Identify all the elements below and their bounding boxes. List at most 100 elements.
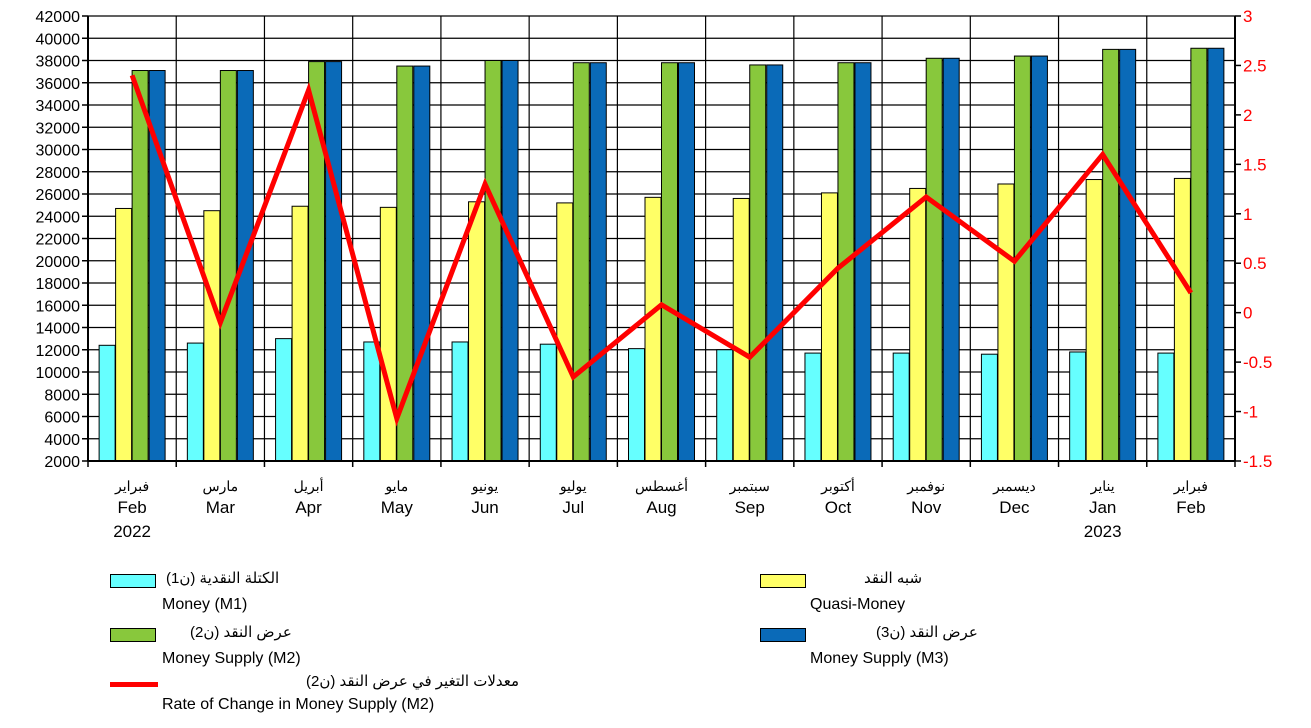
bar [98, 344, 116, 462]
bar [980, 353, 998, 462]
bar [589, 62, 607, 462]
bar [716, 349, 734, 462]
bar [1207, 47, 1225, 462]
x-label-en: Mar [206, 498, 236, 517]
bar [219, 70, 237, 462]
legend-label-ar-m1: الكتلة النقدية (ن1) [166, 570, 280, 587]
x-label-ar: سبتمبر [729, 478, 770, 495]
y-tick-label: 24000 [36, 209, 81, 226]
bar [484, 60, 502, 462]
y-tick-label: 16000 [36, 298, 81, 315]
x-label-en: Apr [295, 498, 322, 517]
bar [942, 57, 960, 462]
x-label-ar: فبراير [114, 478, 149, 495]
x-label-ar: فبراير [1173, 478, 1208, 495]
bar [363, 341, 381, 462]
x-label-ar: يوليو [559, 478, 587, 495]
legend-swatch-quasi [760, 573, 806, 588]
x-label-ar: مارس [203, 478, 239, 495]
bar [1085, 179, 1103, 462]
y-tick-label: 42000 [36, 9, 81, 26]
rate-line [129, 74, 1193, 427]
x-label-en: Jan [1089, 498, 1116, 517]
x-label-en: Oct [825, 498, 852, 517]
bar [186, 342, 204, 462]
x-label-ar: مايو [384, 478, 408, 495]
y-tick-label: 26000 [36, 187, 81, 204]
bar [925, 57, 943, 462]
x-label-ar: أغسطس [635, 476, 688, 495]
y-tick-label: 32000 [36, 120, 81, 137]
legend-label-en-rate: Rate of Change in Money Supply (M2) [162, 696, 435, 713]
x-label-ar: يونيو [471, 478, 499, 495]
y2-tick-label: -0.5 [1243, 353, 1272, 372]
bar [892, 352, 910, 462]
y2-tick-label: 1 [1243, 205, 1252, 224]
bar [325, 61, 343, 462]
y2-tick-label: 2.5 [1243, 56, 1267, 75]
bar [539, 343, 557, 462]
bar [1173, 177, 1191, 462]
y2-tick-label: 2 [1243, 106, 1252, 125]
bar [661, 62, 678, 462]
x-label-year: 2023 [1084, 522, 1122, 541]
legend-label-en-m2: Money Supply (M2) [162, 650, 301, 667]
legend-item-rate: معدلات التغير في عرض النقد (ن2) Rate of … [110, 673, 519, 713]
bar [379, 206, 397, 462]
y2-tick-label: 3 [1243, 7, 1252, 26]
x-label-en: Nov [911, 498, 942, 517]
bar [997, 183, 1015, 462]
bar [291, 205, 309, 462]
bar [1119, 48, 1137, 462]
x-label-en: Sep [735, 498, 765, 517]
x-label-ar: ديسمبر [992, 478, 1036, 495]
legend-item-m1: الكتلة النقدية (ن1) Money (M1) [110, 570, 370, 613]
y-tick-label: 20000 [36, 254, 81, 271]
legend-item-m2: عرض النقد (ن2) Money Supply (M2) [110, 624, 370, 667]
bar [804, 352, 822, 462]
y-tick-label: 28000 [36, 165, 81, 182]
bar [854, 62, 872, 462]
y2-tick-label: -1 [1243, 403, 1258, 422]
bar [451, 341, 469, 462]
y-tick-label: 22000 [36, 232, 81, 249]
x-label-en: Jul [562, 498, 584, 517]
bar [628, 348, 645, 462]
y-tick-label: 36000 [36, 76, 81, 93]
bar [1190, 47, 1208, 462]
x-label-ar: أبريل [294, 476, 324, 495]
bar [732, 197, 750, 462]
y-tick-label: 40000 [36, 31, 81, 48]
legend-label-ar-m3: عرض النقد (ن3) [876, 624, 978, 641]
bar [572, 62, 590, 462]
y2-tick-label: 0.5 [1243, 254, 1267, 273]
bar [766, 64, 784, 462]
y2-tick-label: 1.5 [1243, 155, 1267, 174]
x-label-ar: يناير [1090, 478, 1115, 495]
bar [644, 196, 662, 462]
legend-swatch-m3 [760, 627, 806, 642]
legend-label-ar-rate: معدلات التغير في عرض النقد (ن2) [306, 673, 520, 690]
legend-label-ar-quasi: شبه النقد [864, 570, 923, 587]
y-tick-label: 30000 [36, 143, 81, 160]
legend-label-en-quasi: Quasi-Money [810, 596, 906, 613]
bar [203, 210, 221, 462]
x-label-en: Dec [999, 498, 1030, 517]
bar [275, 338, 293, 462]
bar [413, 65, 431, 462]
bar [115, 207, 133, 462]
y2-tick-label: -1.5 [1243, 452, 1272, 471]
y-tick-label: 2000 [44, 454, 80, 471]
x-label-year: 2022 [113, 522, 151, 541]
bar [501, 60, 519, 462]
bar [1069, 351, 1087, 462]
x-label-en: Feb [1176, 498, 1205, 517]
legend-item-m3: عرض النقد (ن3) Money Supply (M3) [760, 624, 1020, 667]
bar [749, 64, 767, 462]
bar [468, 201, 486, 462]
legend-swatch-rate [110, 682, 158, 688]
y-tick-label: 34000 [36, 98, 81, 115]
y-tick-label: 14000 [36, 321, 81, 338]
x-label-en: Feb [117, 498, 146, 517]
x-label-ar: أكتوبر [820, 476, 855, 495]
